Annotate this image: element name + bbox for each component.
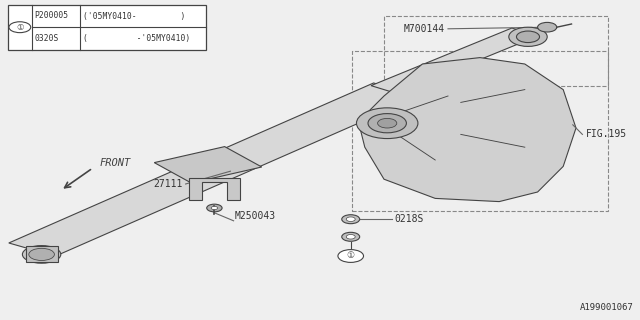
Circle shape (342, 215, 360, 224)
Text: P200005: P200005 (35, 12, 68, 20)
Text: FIG.195: FIG.195 (586, 129, 627, 140)
Text: ('05MY0410-         ): ('05MY0410- ) (83, 12, 185, 20)
Ellipse shape (22, 246, 61, 263)
Circle shape (211, 206, 218, 210)
Polygon shape (9, 83, 420, 256)
Circle shape (378, 118, 397, 128)
Polygon shape (154, 147, 262, 183)
Circle shape (368, 114, 406, 133)
Polygon shape (371, 28, 538, 93)
Text: 0218S: 0218S (394, 214, 424, 224)
Text: M700144: M700144 (404, 24, 445, 34)
Text: FRONT: FRONT (99, 158, 131, 168)
Circle shape (346, 235, 355, 239)
Circle shape (509, 27, 547, 46)
Circle shape (356, 108, 418, 139)
Circle shape (516, 31, 540, 43)
Text: 0320S: 0320S (35, 34, 59, 43)
Circle shape (9, 22, 31, 33)
Text: (          -'05MY0410): ( -'05MY0410) (83, 34, 190, 43)
Text: ①: ① (347, 252, 355, 260)
Text: A199001067: A199001067 (580, 303, 634, 312)
Text: M250043: M250043 (235, 212, 276, 221)
Bar (384, 16, 608, 86)
Polygon shape (189, 178, 240, 200)
Text: ①: ① (16, 23, 24, 32)
Ellipse shape (29, 248, 54, 260)
Bar (352, 51, 608, 211)
Circle shape (207, 204, 222, 212)
Polygon shape (358, 58, 576, 202)
Bar (26, 246, 58, 262)
Circle shape (346, 217, 355, 221)
Circle shape (342, 232, 360, 241)
Bar (8, 5, 206, 50)
Circle shape (538, 22, 557, 32)
Circle shape (338, 250, 364, 262)
Text: 27111: 27111 (153, 179, 182, 189)
